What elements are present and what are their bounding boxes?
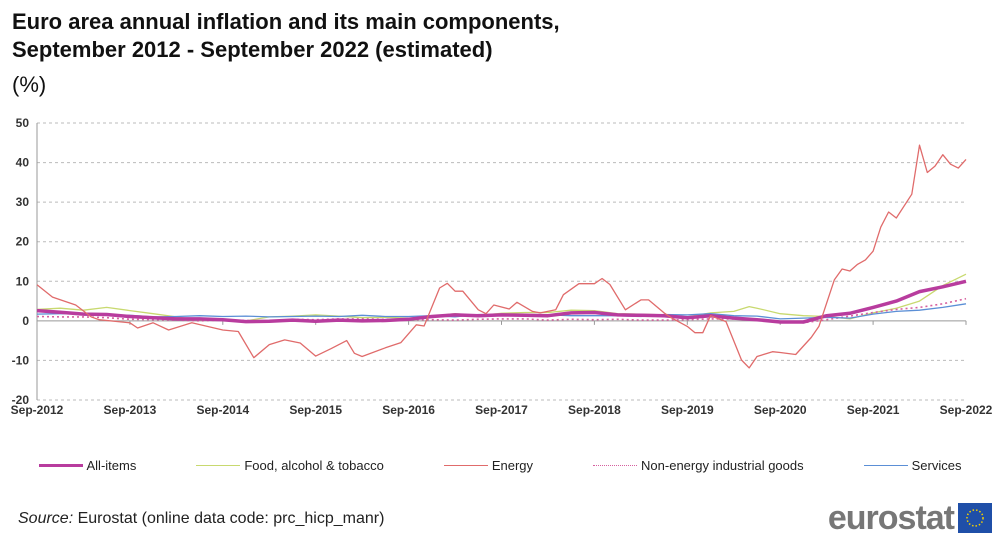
y-tick-label: 0 — [22, 314, 29, 328]
legend-item: Energy — [443, 458, 534, 473]
x-tick-label: Sep-2012 — [11, 403, 64, 417]
x-tick-label: Sep-2022 — [940, 403, 993, 417]
x-tick-label: Sep-2020 — [754, 403, 807, 417]
logo-text: eurostat — [827, 499, 955, 537]
eurostat-logo: eurostat — [828, 501, 992, 535]
series-line-energy — [36, 144, 967, 369]
unit-label: (%) — [12, 72, 47, 97]
legend-item: Non-energy industrial goods — [593, 458, 804, 473]
x-tick-label: Sep-2021 — [847, 403, 900, 417]
x-tick-label: Sep-2018 — [568, 403, 621, 417]
x-tick-label: Sep-2017 — [475, 403, 528, 417]
y-tick-label: -20 — [12, 393, 30, 407]
x-tick-label: Sep-2019 — [661, 403, 714, 417]
legend-swatch — [196, 465, 241, 466]
x-tick-label: Sep-2014 — [196, 403, 249, 417]
y-tick-label: 30 — [16, 195, 30, 209]
y-tick-label: 50 — [16, 116, 30, 130]
legend-label: Non-energy industrial goods — [641, 458, 804, 473]
legend-label: Energy — [491, 458, 534, 473]
x-tick-label: Sep-2013 — [104, 403, 157, 417]
legend-swatch — [38, 464, 83, 467]
series-line-all-items — [36, 279, 967, 324]
y-tick-label: -10 — [12, 353, 30, 367]
legend-item: Food, alcohol & tobacco — [196, 458, 384, 473]
y-tick-label: 40 — [16, 156, 30, 170]
y-tick-label: 10 — [16, 274, 30, 288]
legend-label: All-items — [86, 458, 137, 473]
x-tick-label: Sep-2016 — [382, 403, 435, 417]
legend-label: Services — [911, 458, 962, 473]
legend-item: Services — [863, 458, 962, 473]
legend-swatch — [443, 465, 488, 466]
legend: All-items Food, alcohol & tobacco Energy No… — [0, 458, 1000, 473]
legend-swatch — [863, 465, 908, 466]
legend-item: All-items — [38, 458, 137, 473]
source-label: Source: — [18, 510, 74, 527]
legend-swatch — [593, 465, 638, 466]
y-tick-label: 20 — [16, 235, 30, 249]
title-line-1: Euro area annual inflation and its main … — [12, 9, 560, 34]
eu-flag-icon — [958, 503, 992, 533]
x-tick-label: Sep-2015 — [289, 403, 342, 417]
title-line-2: September 2012 - September 2022 (estimat… — [12, 37, 493, 62]
source-text: Eurostat (online data code: prc_hicp_man… — [73, 510, 385, 527]
chart-title: Euro area annual inflation and its main … — [12, 8, 560, 64]
legend-label: Food, alcohol & tobacco — [244, 458, 384, 473]
source-note: Source: Eurostat (online data code: prc_… — [18, 510, 384, 528]
